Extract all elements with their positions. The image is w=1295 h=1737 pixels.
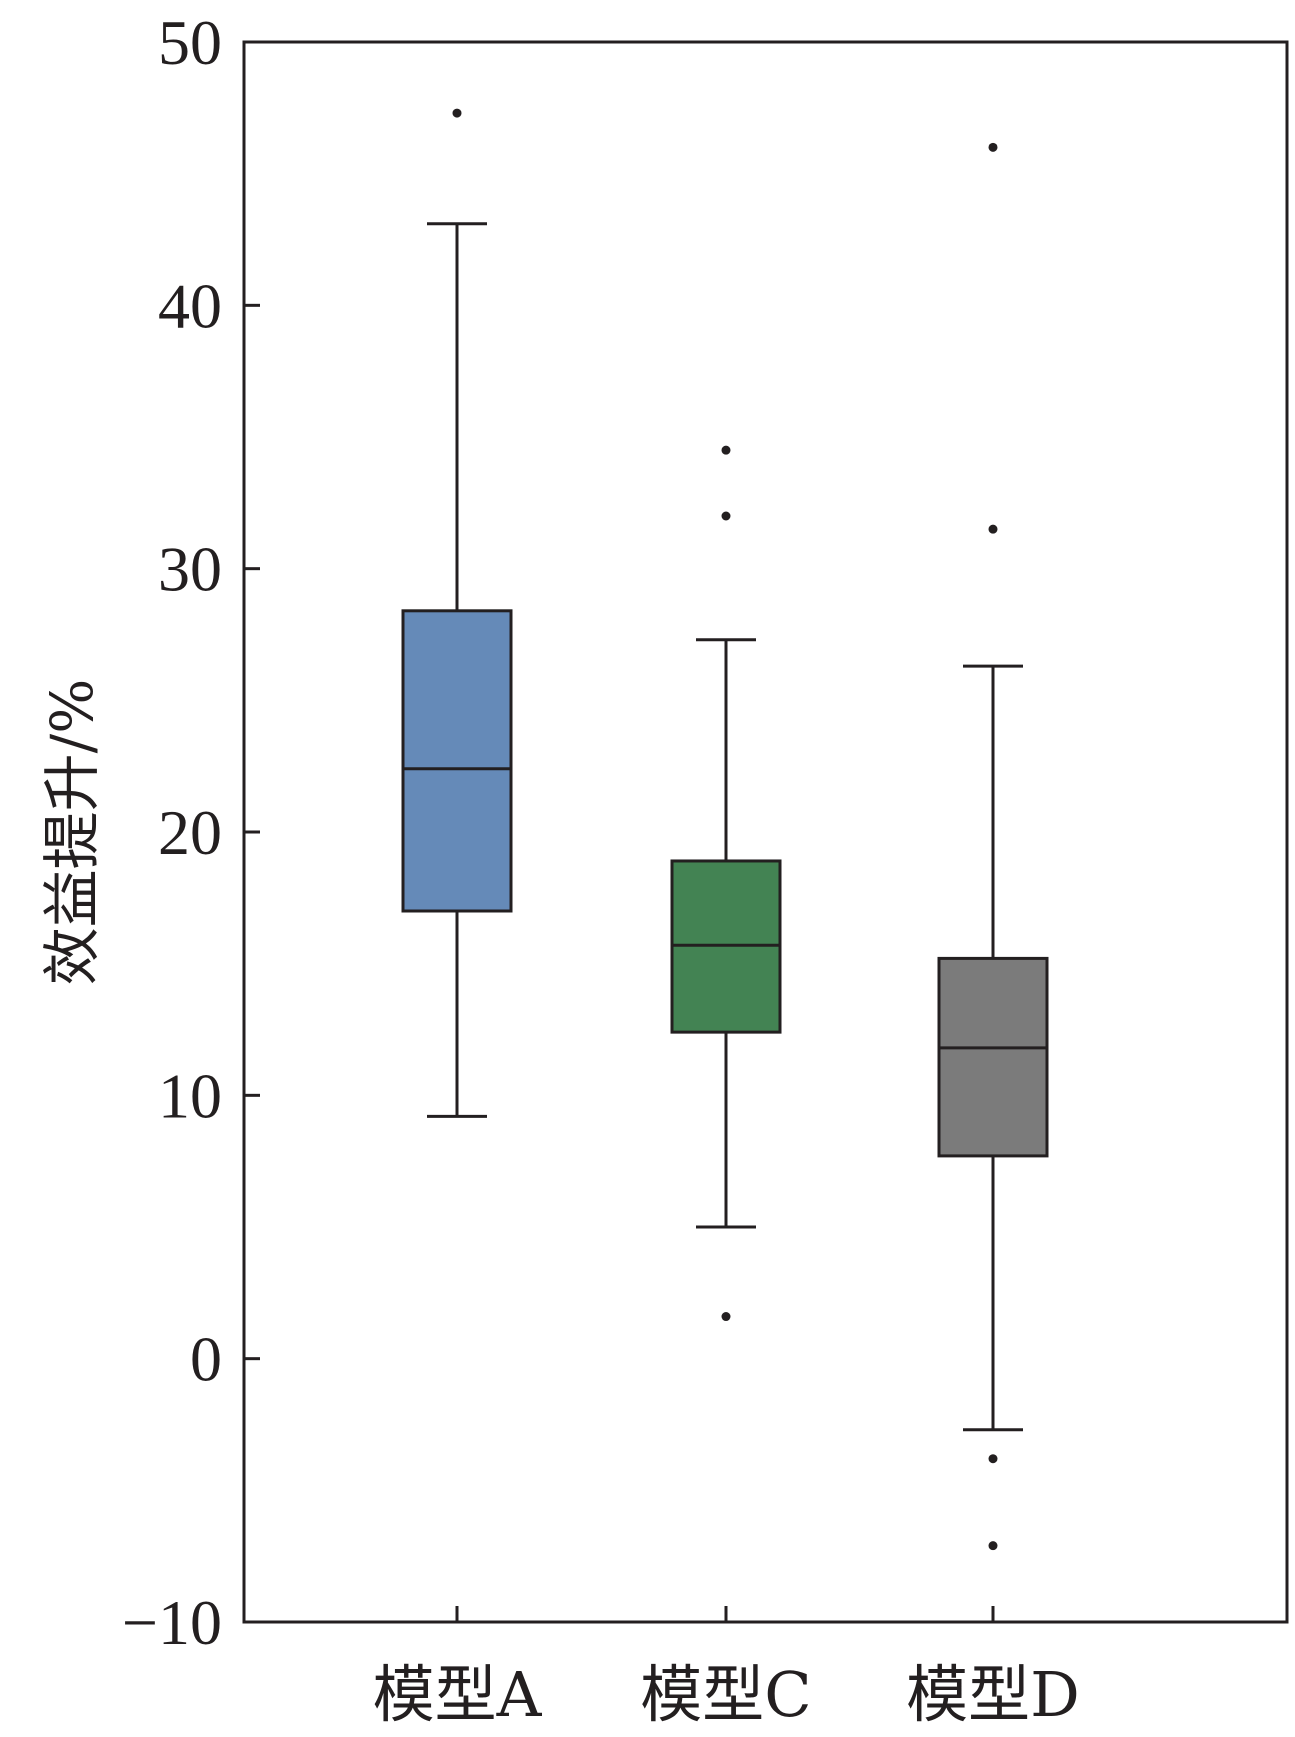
- y-tick-label: 50: [158, 7, 222, 78]
- iqr-box: [937, 956, 1049, 1158]
- outlier-point: [988, 142, 998, 152]
- y-tick-label: −10: [122, 1587, 222, 1658]
- y-axis: −10 0 10 20 30 40 50: [122, 7, 260, 1658]
- y-tick-label: 20: [158, 797, 222, 868]
- y-axis-title: 效益提升/%: [38, 679, 106, 986]
- box-group: [670, 445, 782, 1322]
- plot-frame: [242, 40, 1289, 1624]
- outlier-point: [721, 445, 731, 455]
- box-series: [401, 108, 1049, 1551]
- x-category-label: 模型A: [373, 1658, 543, 1731]
- y-tick-label: 0: [190, 1324, 222, 1395]
- x-axis: 模型A 模型C 模型D: [373, 1606, 1080, 1731]
- outlier-point: [988, 1454, 998, 1464]
- outlier-point: [988, 524, 998, 534]
- outlier-point: [721, 1312, 731, 1322]
- outlier-point: [452, 108, 462, 118]
- iqr-box: [401, 609, 513, 913]
- outlier-point: [988, 1541, 998, 1551]
- outlier-point: [721, 511, 731, 521]
- y-tick-label: 10: [158, 1060, 222, 1131]
- y-tick-label: 30: [158, 534, 222, 605]
- x-category-label: 模型D: [906, 1658, 1080, 1731]
- x-category-label: 模型C: [640, 1658, 811, 1731]
- box-group: [937, 142, 1049, 1551]
- y-tick-label: 40: [158, 270, 222, 341]
- box-group: [401, 108, 513, 1118]
